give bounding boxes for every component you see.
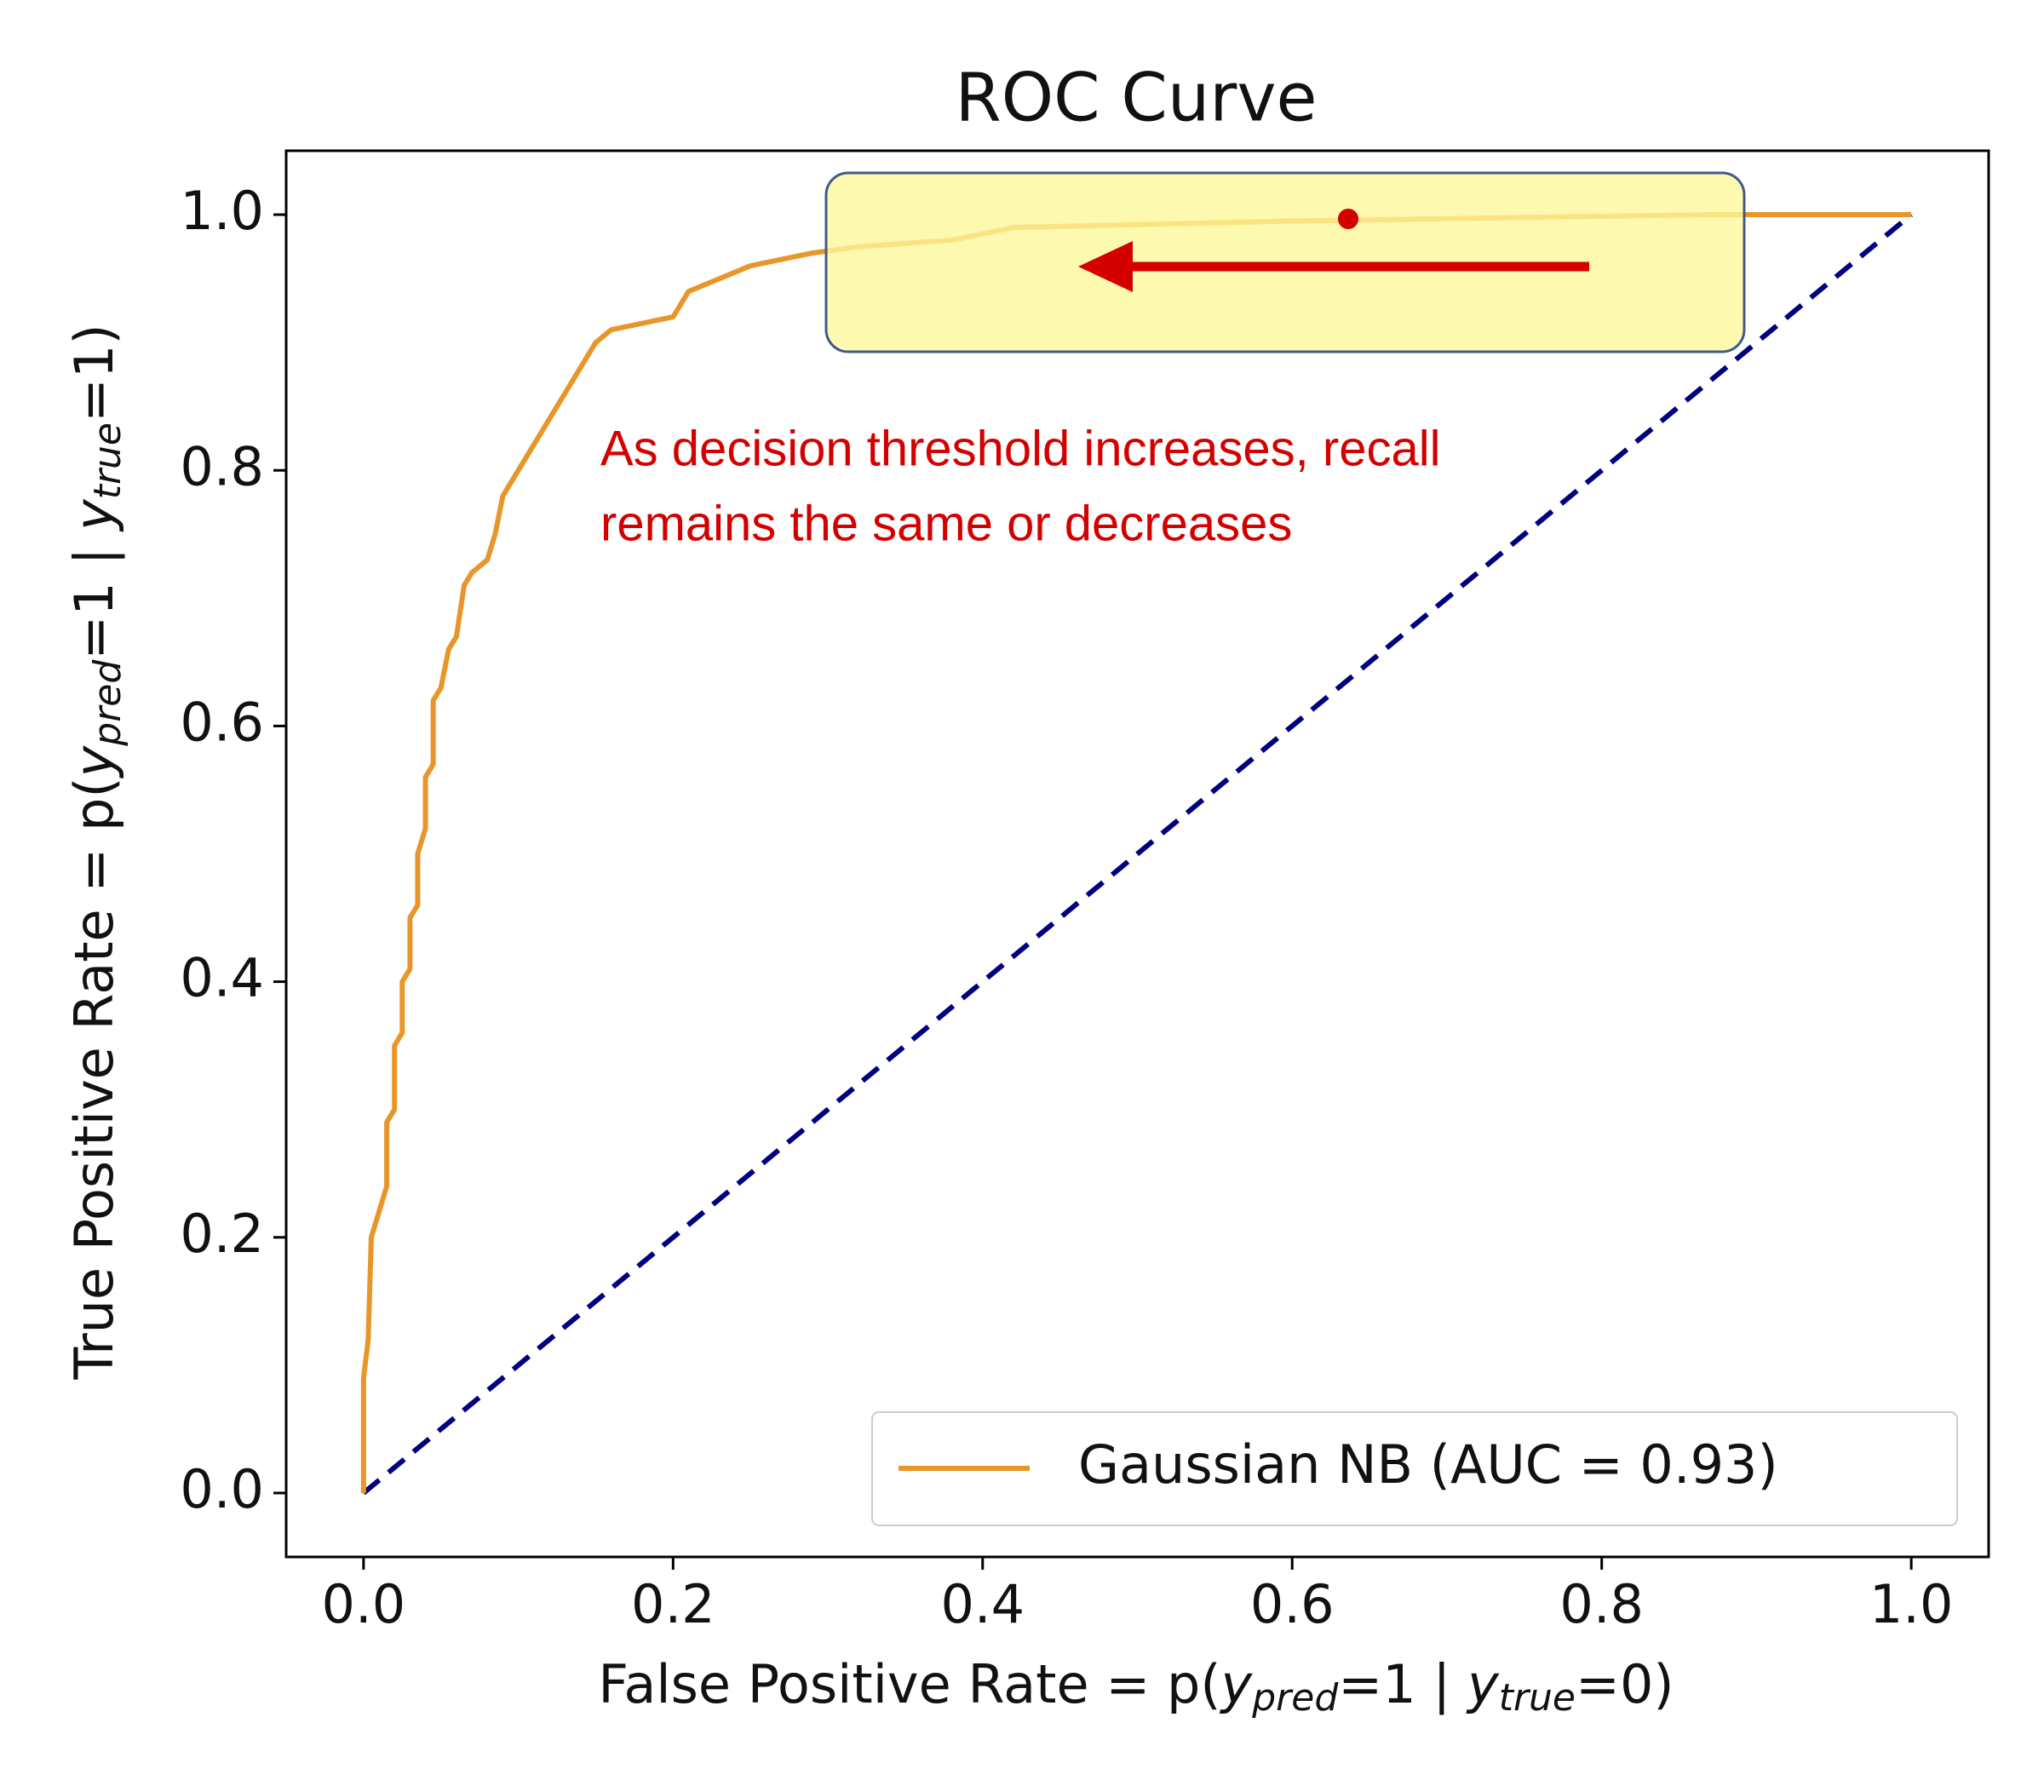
reference-line	[361, 212, 1914, 1496]
label-part: pred	[86, 659, 129, 747]
label-part: =1 |	[1338, 1653, 1467, 1716]
x-tick-label: 0.8	[1559, 1573, 1644, 1635]
label-part: =0)	[1576, 1653, 1674, 1715]
y-tick-label: 1.0	[180, 180, 264, 242]
label-part: =1)	[63, 324, 125, 422]
y-tick-label: 0.8	[180, 435, 264, 497]
axes-frame	[284, 149, 1990, 1559]
label-part: =1 |	[63, 531, 126, 660]
label-part: pred	[1251, 1676, 1339, 1720]
threshold-dot	[1338, 209, 1358, 229]
legend-box	[871, 1411, 1958, 1526]
label-part: False Positive Rate = p(	[598, 1653, 1220, 1715]
annotation-line: As decision threshold increases, recall	[600, 421, 1440, 476]
y-tick-label: 0.4	[180, 947, 264, 1009]
roc-curve	[360, 212, 1912, 1493]
label-part: y	[63, 498, 125, 532]
x-tick-label: 0.2	[631, 1573, 715, 1635]
x-tick-label: 0.6	[1250, 1573, 1335, 1635]
x-axis-label: False Positive Rate = p(ypred=1 | ytrue=…	[598, 1653, 1674, 1720]
plot-area: 0.0 0.2 0.4 0.6 0.8 1.0 0.0 0.2 0.4 0.6 0.8 1.0	[180, 180, 1953, 1635]
y-tick-label: 0.6	[180, 692, 264, 754]
y-tick-label: 0.2	[180, 1203, 264, 1265]
arrow-head	[1078, 241, 1133, 292]
label-part: True Positive Rate = p(	[63, 777, 125, 1380]
x-tick-label: 0.4	[940, 1573, 1025, 1635]
label-part: true	[86, 422, 129, 499]
label-part: y	[1466, 1653, 1500, 1715]
y-axis-label: True Positive Rate = p(ypred=1 | ytrue=1…	[63, 324, 129, 1380]
x-tick-label: 1.0	[1869, 1573, 1954, 1635]
annotation-line: remains the same or decreases	[600, 496, 1292, 551]
y-tick-label: 0.0	[180, 1458, 264, 1520]
x-tick-label: 0.0	[322, 1573, 406, 1635]
label-part: true	[1499, 1676, 1576, 1720]
chart-title: ROC Curve	[956, 60, 1318, 136]
label-part: y	[1220, 1653, 1254, 1715]
label-part: y	[63, 744, 125, 778]
legend-label: Gaussian NB (AUC = 0.93)	[1078, 1433, 1778, 1496]
